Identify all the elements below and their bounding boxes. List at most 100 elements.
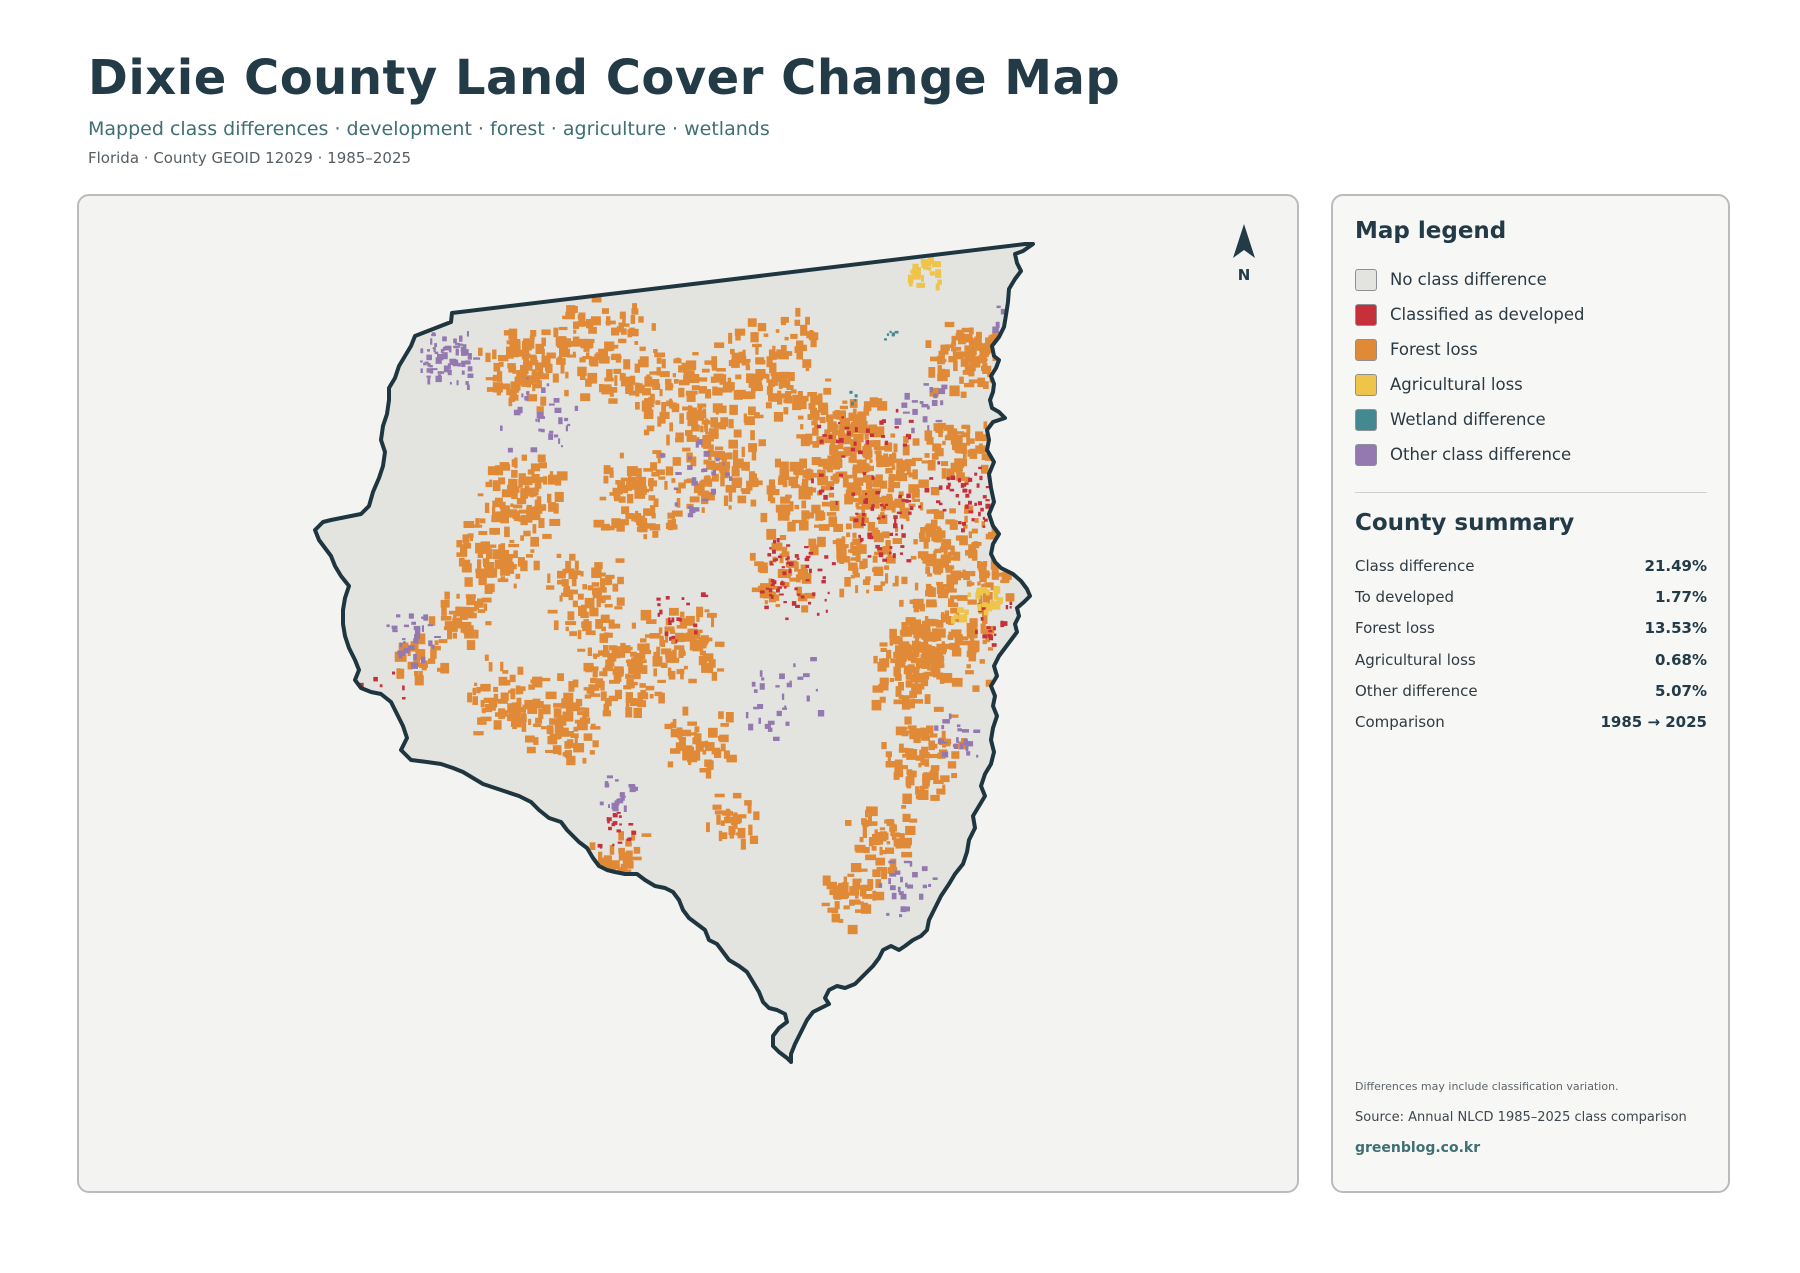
other-difference-patch <box>434 636 441 638</box>
forest-loss-patch <box>645 523 656 527</box>
forest-loss-patch <box>609 492 615 496</box>
forest-loss-patch <box>848 412 855 422</box>
other-difference-patch <box>921 866 928 872</box>
other-difference-patch <box>759 670 763 677</box>
forest-loss-patch <box>625 692 633 703</box>
forest-loss-patch <box>665 634 669 643</box>
forest-loss-patch <box>588 684 600 691</box>
forest-loss-patch <box>853 421 860 428</box>
developed-patch <box>608 826 612 831</box>
forest-loss-patch <box>679 413 684 424</box>
forest-loss-patch <box>974 336 982 346</box>
other-difference-patch <box>1047 295 1052 297</box>
other-difference-patch <box>909 861 913 867</box>
forest-loss-patch <box>927 573 933 577</box>
forest-loss-patch <box>952 347 957 356</box>
forest-loss-patch <box>926 436 934 445</box>
forest-loss-patch <box>856 468 868 474</box>
forest-loss-patch <box>942 440 946 446</box>
forest-loss-patch <box>852 520 864 529</box>
forest-loss-patch <box>632 879 636 884</box>
other-difference-patch <box>996 305 1001 309</box>
other-difference-patch <box>900 906 907 913</box>
forest-loss-patch <box>565 626 569 632</box>
other-difference-patch <box>455 342 461 345</box>
forest-loss-patch <box>604 377 614 382</box>
forest-loss-patch <box>643 534 648 540</box>
county-map[interactable] <box>79 196 1299 1193</box>
forest-loss-patch <box>919 623 929 634</box>
other-difference-patch <box>427 349 430 352</box>
forest-loss-patch <box>699 480 706 487</box>
developed-patch <box>786 561 789 565</box>
forest-loss-patch <box>965 550 971 556</box>
forest-loss-patch <box>586 319 594 329</box>
forest-loss-patch <box>919 785 925 793</box>
other-difference-patch <box>467 373 474 378</box>
other-difference-patch <box>435 375 442 383</box>
forest-loss-patch <box>769 362 777 374</box>
forest-loss-patch <box>966 623 977 633</box>
forest-loss-patch <box>722 381 733 393</box>
forest-loss-patch <box>613 673 622 682</box>
developed-patch <box>380 700 385 706</box>
other-difference-patch <box>1015 290 1018 295</box>
forest-loss-patch <box>630 698 637 704</box>
forest-loss-patch <box>613 368 622 374</box>
forest-loss-patch <box>770 393 781 402</box>
developed-patch <box>619 823 622 826</box>
forest-loss-patch <box>793 400 797 409</box>
developed-patch <box>785 557 789 561</box>
forest-loss-patch <box>509 339 521 349</box>
site-link[interactable]: greenblog.co.kr <box>1355 1140 1481 1156</box>
other-difference-patch <box>921 403 929 408</box>
forest-loss-patch <box>546 585 555 590</box>
forest-loss-patch <box>910 683 918 687</box>
forest-loss-patch <box>557 570 566 579</box>
forest-loss-patch <box>561 698 571 705</box>
forest-loss-patch <box>720 476 725 487</box>
developed-patch <box>877 547 883 551</box>
forest-loss-patch <box>750 477 759 487</box>
forest-loss-patch <box>633 653 643 661</box>
other-difference-patch <box>715 457 720 462</box>
other-difference-patch <box>911 427 915 434</box>
forest-loss-patch <box>915 636 920 646</box>
forest-loss-patch <box>913 488 920 498</box>
forest-loss-patch <box>652 383 661 390</box>
forest-loss-patch <box>703 476 711 486</box>
forest-loss-patch <box>583 687 592 691</box>
forest-loss-patch <box>521 353 526 360</box>
forest-loss-patch <box>665 651 677 659</box>
forest-loss-patch <box>873 585 883 591</box>
forest-loss-patch <box>744 800 752 806</box>
forest-loss-patch <box>850 542 854 554</box>
developed-patch <box>392 671 395 675</box>
developed-patch <box>659 609 663 615</box>
developed-patch <box>612 814 618 818</box>
forest-loss-patch <box>707 460 716 468</box>
forest-loss-patch <box>752 343 762 348</box>
forest-loss-patch <box>516 349 528 357</box>
forest-loss-patch <box>637 477 644 484</box>
forest-loss-patch <box>699 650 706 656</box>
forest-loss-patch <box>648 480 657 487</box>
forest-loss-patch <box>744 416 755 426</box>
legend-swatch-wetland <box>1355 408 1377 431</box>
forest-loss-patch <box>947 761 957 769</box>
other-difference-patch <box>759 683 765 690</box>
forest-loss-patch <box>728 360 734 367</box>
other-difference-patch <box>878 883 883 888</box>
map-panel[interactable] <box>77 194 1299 1193</box>
forest-loss-patch <box>631 308 639 315</box>
forest-loss-patch <box>947 635 954 640</box>
forest-loss-patch <box>788 476 798 486</box>
forest-loss-patch <box>980 623 986 634</box>
forest-loss-patch <box>706 742 715 751</box>
forest-loss-patch <box>904 716 912 725</box>
other-difference-patch <box>753 689 758 693</box>
forest-loss-patch <box>747 803 752 814</box>
forest-loss-patch <box>974 518 979 523</box>
other-difference-patch <box>903 860 911 864</box>
developed-patch <box>785 617 789 621</box>
